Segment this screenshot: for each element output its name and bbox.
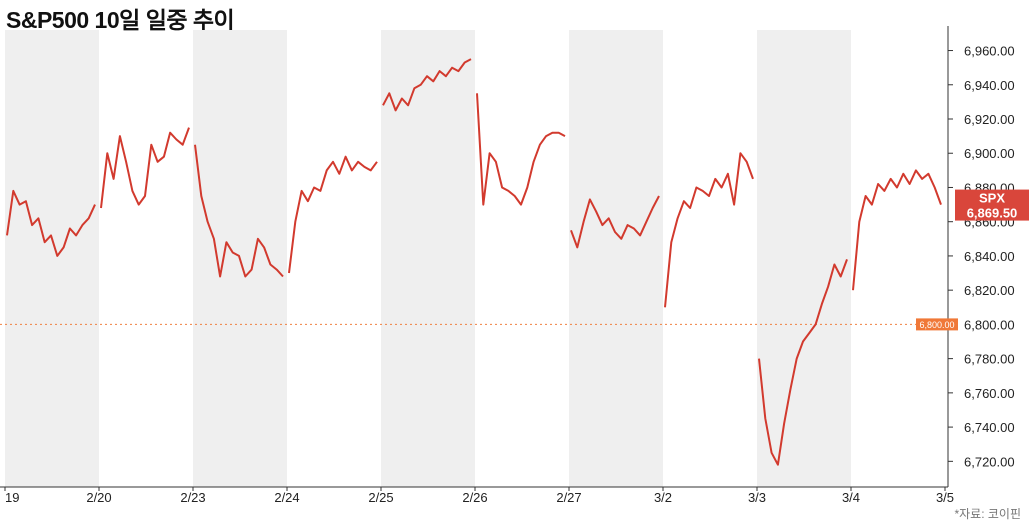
reference-badge-bg xyxy=(916,318,958,331)
source-note: *자료: 코이핀 xyxy=(954,507,1021,521)
price-lines xyxy=(6,58,942,466)
x-tick-label: 2/24 xyxy=(274,490,299,505)
price-line-session-2 xyxy=(194,144,284,278)
reference-badge-label: 6,800.00 xyxy=(919,320,954,330)
price-line-session-6 xyxy=(570,195,660,249)
price-line-session-4 xyxy=(382,58,472,112)
price-line-session-9 xyxy=(852,169,942,291)
x-tick-label: 2/26 xyxy=(462,490,487,505)
session-band-6 xyxy=(569,30,663,487)
y-tick-label: 6,740.00 xyxy=(964,420,1015,435)
session-band-0 xyxy=(5,30,99,487)
y-tick-label: 6,920.00 xyxy=(964,112,1015,127)
x-tick-label: 2/25 xyxy=(368,490,393,505)
y-tick-label: 6,800.00 xyxy=(964,317,1015,332)
last-value-badge-bg xyxy=(955,189,1029,221)
session-bands xyxy=(5,30,851,487)
price-line-session-5 xyxy=(476,93,566,206)
x-tick-label: 3/5 xyxy=(936,490,954,505)
y-tick-label: 6,820.00 xyxy=(964,283,1015,298)
last-value-badge: SPX 6,869.50 xyxy=(955,189,1029,221)
price-line-session-7 xyxy=(664,152,754,308)
price-line-session-0 xyxy=(6,189,96,257)
y-tick-label: 6,900.00 xyxy=(964,146,1015,161)
price-line-session-1 xyxy=(100,127,190,209)
x-tick-label: 2/23 xyxy=(180,490,205,505)
chart-title: S&P500 10일 일중 추이 xyxy=(6,7,235,33)
x-tick-label: 2/27 xyxy=(556,490,581,505)
last-value-label: 6,869.50 xyxy=(967,206,1018,221)
y-axis-ticks: 6,720.00 6,740.00 6,760.00 6,780.00 6,800.00… xyxy=(948,44,1015,469)
x-tick-label: 2/20 xyxy=(86,490,111,505)
x-tick-label: 3/4 xyxy=(842,490,860,505)
x-axis-ticks: 19 2/20 2/23 2/24 2/25 2/26 2/27 3/2 3/3 3/4 3/5 xyxy=(4,487,954,505)
y-tick-label: 6,720.00 xyxy=(964,454,1015,469)
y-tick-label: 6,760.00 xyxy=(964,386,1015,401)
x-tick-label: 3/3 xyxy=(748,490,766,505)
session-band-4 xyxy=(381,30,475,487)
x-tick-label: 19 xyxy=(5,490,19,505)
price-line-session-8 xyxy=(758,259,848,466)
series-name-label: SPX xyxy=(979,191,1005,206)
y-tick-label: 6,940.00 xyxy=(964,78,1015,93)
price-line-session-3 xyxy=(288,155,378,274)
reference-badge: 6,800.00 xyxy=(916,318,958,331)
y-tick-label: 6,780.00 xyxy=(964,352,1015,367)
x-tick-label: 3/2 xyxy=(654,490,672,505)
session-band-8 xyxy=(757,30,851,487)
y-tick-label: 6,960.00 xyxy=(964,44,1015,59)
y-tick-label: 6,840.00 xyxy=(964,249,1015,264)
